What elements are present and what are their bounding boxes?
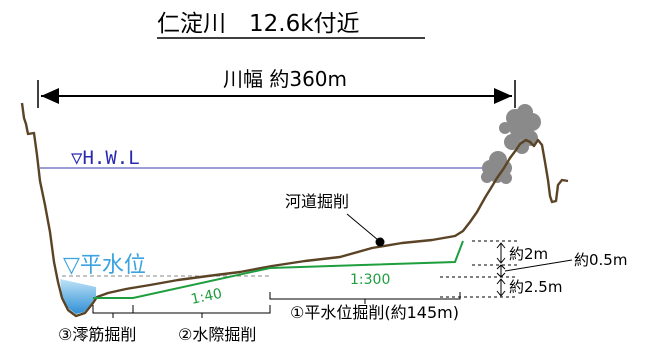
title: 仁淀川 12.6k付近 bbox=[157, 11, 360, 37]
channel-excavation-dot bbox=[375, 237, 385, 247]
label-2: ②水際掘削 bbox=[178, 325, 256, 344]
dim-25m-label: 約2.5m bbox=[509, 278, 562, 296]
excavation-line bbox=[93, 240, 464, 299]
label-1: ①平水位掘削(約145m) bbox=[290, 303, 459, 322]
ground-profile bbox=[20, 102, 569, 318]
channel-excavation-leader bbox=[346, 213, 379, 241]
river-width-label: 川幅 約360m bbox=[223, 67, 347, 91]
label-3: ③澪筋掘削 bbox=[58, 325, 136, 344]
channel-excavation-label: 河道掘削 bbox=[285, 192, 349, 211]
water-body bbox=[60, 279, 96, 314]
vertical-dimensions bbox=[440, 240, 573, 298]
bottom-brackets bbox=[92, 292, 461, 318]
trees-icon bbox=[481, 104, 541, 184]
dim-2m-label: 約2m bbox=[509, 245, 548, 263]
dim-05m-label: 約0.5m bbox=[574, 251, 627, 269]
slope-40-label: 1:40 bbox=[190, 286, 224, 308]
hwl-label: ▽H.W.L bbox=[71, 147, 140, 169]
normal-level-label: ▽平水位 bbox=[63, 253, 146, 278]
slope-300-label: 1:300 bbox=[350, 272, 390, 288]
